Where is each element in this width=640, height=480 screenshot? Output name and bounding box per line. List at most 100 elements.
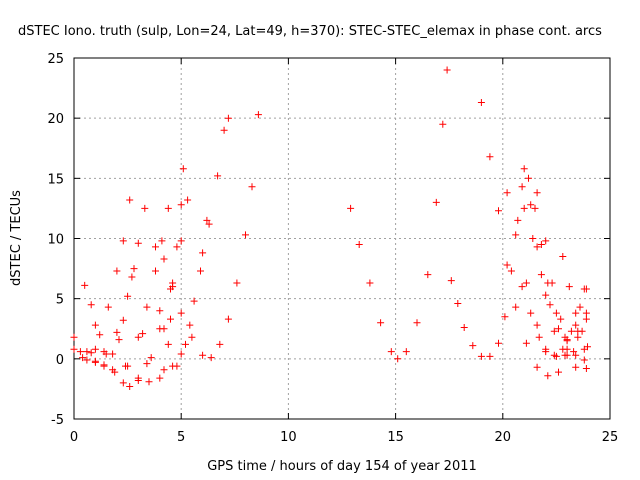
tick-marks (73, 57, 611, 420)
data-point (100, 362, 108, 370)
series-arc (477, 99, 588, 380)
data-point (134, 374, 142, 382)
data-point (507, 267, 515, 275)
data-point (145, 378, 153, 386)
data-point (216, 340, 224, 348)
data-point (70, 345, 78, 353)
data-point (546, 301, 554, 309)
y-tick-label: 0 (56, 353, 64, 368)
x-tick-label: 5 (177, 430, 185, 445)
data-point (582, 309, 590, 317)
series-arc (503, 189, 590, 359)
data-point (520, 204, 528, 212)
data-point (525, 174, 532, 182)
data-point (572, 309, 580, 317)
data-point (544, 372, 552, 380)
y-tick-label: 5 (56, 293, 64, 308)
data-point (565, 283, 573, 291)
data-point (70, 333, 78, 341)
data-point (169, 283, 177, 291)
data-point (501, 313, 509, 321)
data-point (522, 279, 530, 287)
y-tick-label: 25 (47, 52, 64, 67)
data-point (182, 340, 189, 348)
data-point (582, 315, 590, 323)
data-point (495, 207, 502, 215)
data-point (460, 324, 468, 331)
data-point (199, 351, 207, 359)
data-point (572, 363, 580, 371)
data-point (160, 255, 168, 263)
data-point (555, 368, 562, 376)
data-point (203, 216, 211, 224)
data-point (447, 277, 455, 285)
data-point (186, 321, 194, 329)
data-point (124, 292, 132, 300)
data-point (130, 265, 138, 273)
data-point (563, 337, 571, 345)
data-point (233, 279, 241, 287)
data-point (477, 352, 485, 360)
data-point (495, 339, 502, 347)
data-point (512, 303, 520, 311)
series-arc (518, 283, 590, 360)
data-point (173, 362, 181, 370)
data-point (248, 183, 256, 191)
series-arc (347, 66, 451, 363)
data-point (79, 354, 87, 362)
data-point (184, 196, 192, 204)
data-point (576, 303, 584, 311)
x-tick-label: 10 (280, 430, 297, 445)
y-axis-label: dSTEC / TECUs (9, 190, 24, 286)
series-arc (447, 183, 526, 360)
data-point (164, 340, 172, 348)
series-arc (520, 165, 590, 372)
data-point (128, 273, 136, 281)
x-tick-label: 15 (387, 430, 404, 445)
data-point (552, 309, 560, 317)
data-point (214, 172, 222, 180)
data-point (542, 348, 550, 356)
data-point (160, 366, 168, 374)
data-point (550, 327, 558, 335)
data-point (81, 281, 89, 289)
data-point (394, 355, 402, 363)
data-point (520, 165, 528, 173)
data-point (387, 348, 395, 356)
data-point (177, 350, 185, 358)
series-arc (152, 111, 262, 362)
series-arc (156, 165, 187, 348)
data-point (402, 348, 410, 356)
data-point (533, 243, 541, 251)
data-point (156, 307, 164, 315)
data-point (578, 327, 586, 335)
y-tick-label: 15 (47, 172, 64, 187)
data-point (413, 319, 421, 327)
x-axis-label: GPS time / hours of day 154 of year 2011 (207, 459, 477, 474)
series-arc (525, 174, 588, 356)
x-tick-label: 20 (495, 430, 512, 445)
data-point (512, 231, 520, 239)
data-point (111, 368, 119, 376)
data-point (555, 325, 562, 333)
series-arc (533, 189, 588, 364)
data-point (469, 342, 477, 350)
data-point (160, 325, 168, 333)
data-point (124, 362, 132, 370)
series-arc (83, 204, 149, 369)
data-point (205, 220, 213, 228)
data-point (557, 315, 565, 323)
data-point (141, 204, 149, 212)
data-point (173, 243, 181, 251)
data-point (533, 321, 541, 329)
data-point (113, 267, 121, 275)
data-point (188, 333, 196, 341)
data-point (424, 271, 432, 279)
data-point (115, 336, 123, 344)
data-point (366, 279, 374, 287)
y-tick-label: -5 (51, 413, 64, 428)
data-point (164, 204, 172, 212)
y-tick-labels: -5 0 5 10 15 20 25 (47, 52, 64, 428)
data-point (518, 283, 526, 291)
data-point (529, 235, 537, 242)
